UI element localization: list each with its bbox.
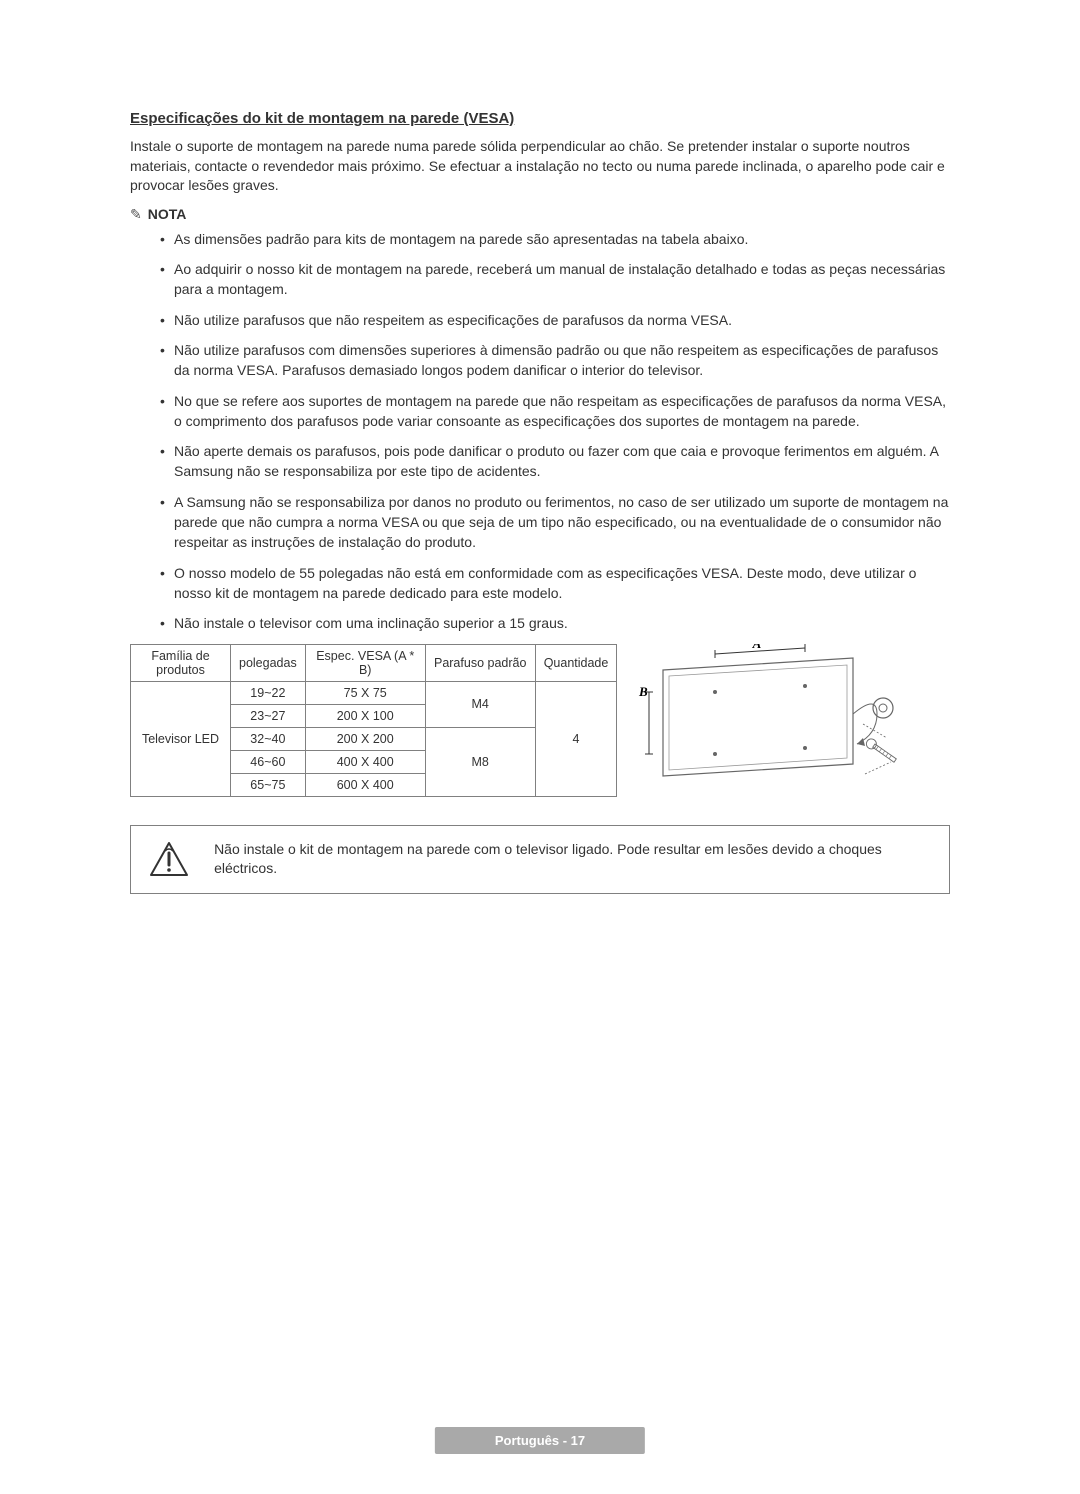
nota-label: NOTA (148, 206, 187, 222)
table-row: Televisor LED 19~22 75 X 75 M4 4 (131, 681, 617, 704)
nota-header: ✎ NOTA (130, 206, 950, 223)
td-inches: 65~75 (231, 773, 306, 796)
list-item: O nosso modelo de 55 polegadas não está … (160, 563, 950, 604)
td-vesa: 200 X 100 (305, 704, 425, 727)
notes-list: As dimensões padrão para kits de montage… (130, 229, 950, 634)
table-diagram-row: Família de produtos polegadas Espec. VES… (130, 644, 950, 797)
td-inches: 32~40 (231, 727, 306, 750)
th-inches: polegadas (231, 644, 306, 681)
td-qty: 4 (535, 681, 617, 796)
table-header-row: Família de produtos polegadas Espec. VES… (131, 644, 617, 681)
td-inches: 46~60 (231, 750, 306, 773)
td-product: Televisor LED (131, 681, 231, 796)
section-title: Especificações do kit de montagem na par… (130, 110, 950, 127)
warning-box: Não instale o kit de montagem na parede … (130, 825, 950, 894)
th-product: Família de produtos (131, 644, 231, 681)
warning-icon-wrap (147, 841, 190, 877)
intro-paragraph: Instale o suporte de montagem na parede … (130, 137, 950, 196)
th-screw: Parafuso padrão (425, 644, 535, 681)
td-vesa: 200 X 200 (305, 727, 425, 750)
td-vesa: 400 X 400 (305, 750, 425, 773)
list-item: No que se refere aos suportes de montage… (160, 391, 950, 432)
list-item: Não aperte demais os parafusos, pois pod… (160, 441, 950, 482)
list-item: Não utilize parafusos que não respeitem … (160, 310, 950, 330)
warning-triangle-icon (149, 841, 189, 877)
td-vesa: 600 X 400 (305, 773, 425, 796)
td-inches: 23~27 (231, 704, 306, 727)
td-screw: M8 (425, 727, 535, 796)
list-item: A Samsung não se responsabiliza por dano… (160, 492, 950, 553)
list-item: Ao adquirir o nosso kit de montagem na p… (160, 259, 950, 300)
th-vesa: Espec. VESA (A * B) (305, 644, 425, 681)
diagram-label-a: A (752, 644, 762, 651)
th-qty: Quantidade (535, 644, 617, 681)
list-item: Não instale o televisor com uma inclinaç… (160, 613, 950, 633)
page-footer: Português - 17 (435, 1427, 645, 1454)
td-inches: 19~22 (231, 681, 306, 704)
spec-table: Família de produtos polegadas Espec. VES… (130, 644, 617, 797)
warning-text: Não instale o kit de montagem na parede … (214, 840, 933, 879)
vesa-diagram: A B (637, 644, 907, 794)
td-vesa: 75 X 75 (305, 681, 425, 704)
note-icon: ✎ (130, 206, 142, 223)
list-item: Não utilize parafusos com dimensões supe… (160, 340, 950, 381)
diagram-label-b: B (638, 684, 648, 699)
list-item: As dimensões padrão para kits de montage… (160, 229, 950, 249)
td-screw: M4 (425, 681, 535, 727)
